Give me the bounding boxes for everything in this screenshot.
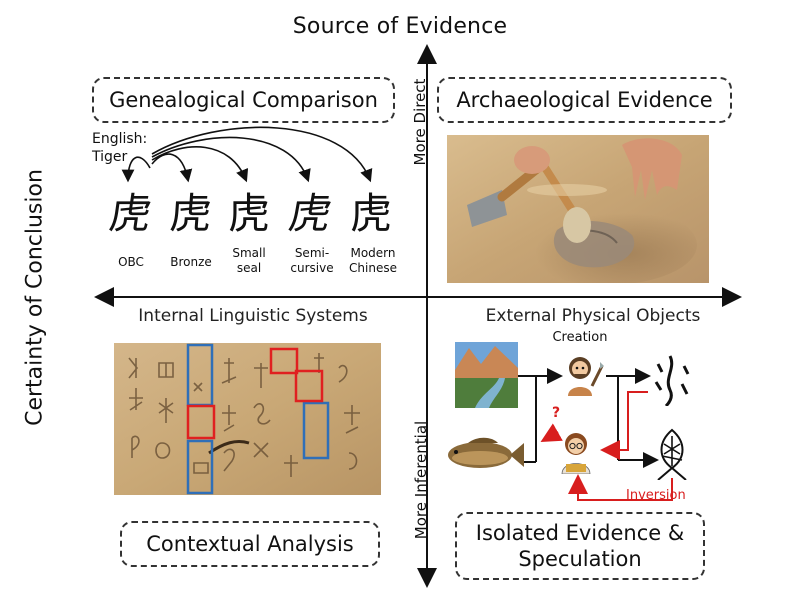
creation-label: Creation bbox=[552, 330, 608, 345]
quadrant-archaeological-evidence: Archaeological Evidence bbox=[437, 77, 732, 123]
quadrant-genealogical-comparison: Genealogical Comparison bbox=[92, 77, 395, 123]
inversion-arrows bbox=[540, 391, 673, 501]
stage-label-small-seal-l2: seal bbox=[236, 261, 262, 275]
title-source-of-evidence: Source of Evidence bbox=[292, 14, 508, 39]
glyph-modern-chinese: 虎 bbox=[349, 189, 392, 238]
caveman-icon bbox=[560, 352, 604, 396]
scholar-icon bbox=[556, 430, 596, 474]
question-mark: ? bbox=[552, 405, 561, 421]
stage-label-obc: OBC bbox=[118, 255, 144, 269]
axis-label-external-physical: External Physical Objects bbox=[485, 306, 701, 326]
stage-label-semi-cursive: Semi- cursive bbox=[284, 246, 340, 276]
excavation-photo bbox=[447, 135, 709, 283]
water-pictograph-art bbox=[654, 355, 690, 406]
stage-label-bronze: Bronze bbox=[170, 255, 212, 269]
stage-label-semi-cursive-l1: Semi- bbox=[294, 246, 330, 260]
english-prefix: English: bbox=[92, 131, 148, 147]
stage-label-small-seal: Small seal bbox=[222, 246, 276, 276]
inversion-label: Inversion bbox=[626, 488, 686, 503]
excavation-photo-art bbox=[447, 135, 709, 283]
stage-label-modern-chinese-l1: Modern bbox=[350, 246, 396, 260]
quadrant-isolated-evidence-line1: Isolated Evidence & bbox=[475, 521, 685, 545]
scholar-icon-art bbox=[561, 433, 591, 474]
landscape-photo bbox=[455, 342, 518, 408]
genealogy-arrows bbox=[121, 126, 373, 183]
quadrant-contextual-analysis: Contextual Analysis bbox=[120, 521, 380, 567]
genealogy-english-label: English: Tiger bbox=[92, 130, 147, 166]
fish-photo bbox=[438, 433, 524, 475]
english-word: Tiger bbox=[92, 149, 128, 165]
oracle-bone-art bbox=[114, 343, 381, 495]
stage-label-modern-chinese-l2: Chinese bbox=[349, 261, 397, 275]
oracle-bone-photo bbox=[114, 343, 381, 495]
axis-label-more-direct: More Direct bbox=[411, 78, 429, 166]
water-pictograph-icon bbox=[652, 352, 696, 406]
fish-pictograph-icon bbox=[648, 428, 696, 480]
fish-pictograph-art bbox=[657, 428, 687, 480]
caveman-icon-art bbox=[568, 357, 604, 396]
axis-label-internal-linguistic: Internal Linguistic Systems bbox=[138, 306, 368, 326]
quadrant-isolated-evidence: Isolated Evidence & Speculation bbox=[455, 512, 705, 580]
axis-label-more-inferential: More Inferential bbox=[412, 420, 430, 540]
quadrant-isolated-evidence-line2: Speculation bbox=[518, 547, 642, 571]
title-certainty-of-conclusion: Certainty of Conclusion bbox=[22, 169, 48, 426]
stage-label-small-seal-l1: Small bbox=[232, 246, 266, 260]
landscape-photo-art bbox=[455, 342, 518, 408]
stage-label-semi-cursive-l2: cursive bbox=[290, 261, 334, 275]
fish-photo-art bbox=[448, 437, 524, 468]
glyph-bronze: 虎 bbox=[168, 189, 214, 238]
glyph-obc: 虎 bbox=[106, 189, 156, 238]
stage-label-modern-chinese: Modern Chinese bbox=[344, 246, 402, 276]
glyph-small-seal: 虎 bbox=[227, 189, 270, 238]
